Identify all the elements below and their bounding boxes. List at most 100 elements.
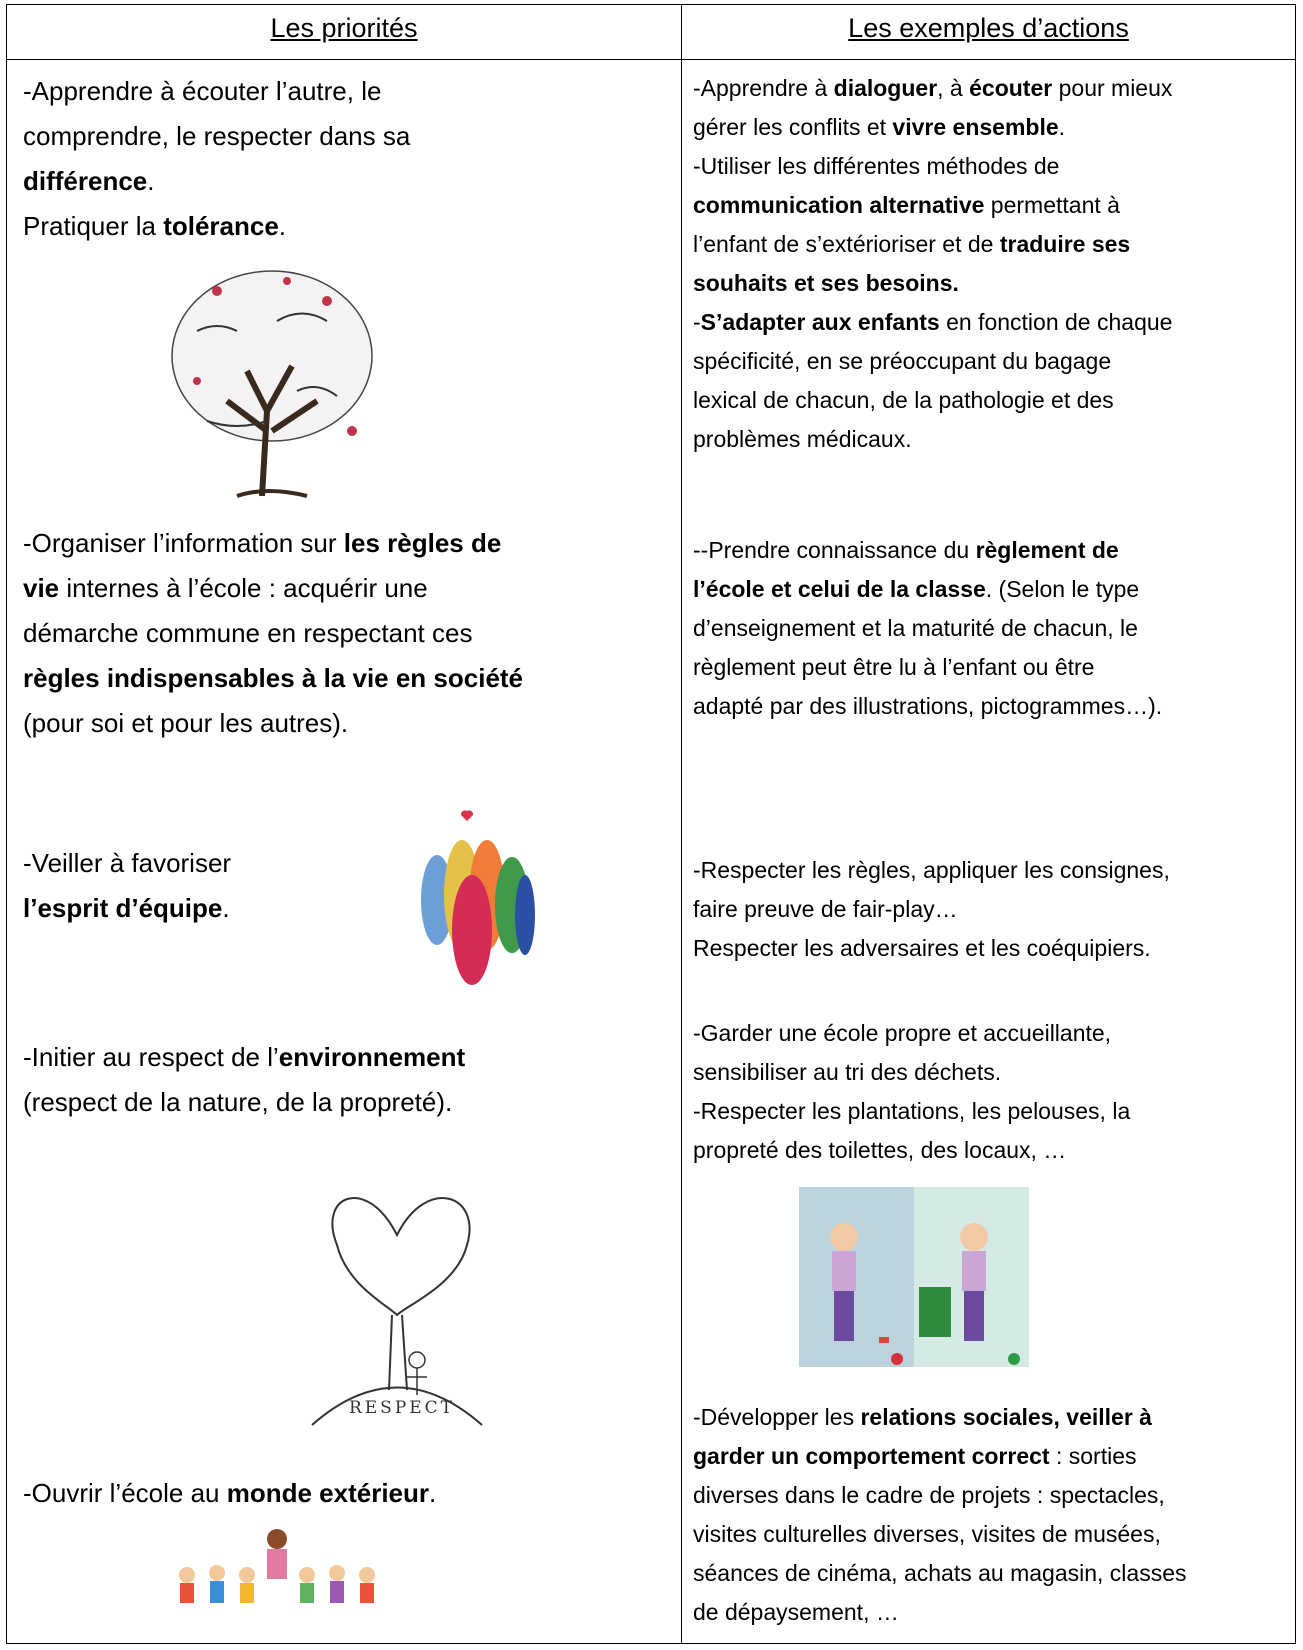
text-line: souhaits et ses besoins. <box>693 264 1172 303</box>
bold-text: règles indispensables à la vie en sociét… <box>23 663 524 693</box>
action-text: -Garder une école propre et accueillante… <box>693 1014 1130 1170</box>
text: comprendre, le respecter dans sa <box>23 121 411 151</box>
text-line: démarche commune en respectant ces <box>23 611 523 656</box>
text-line: diverses dans le cadre de projets : spec… <box>693 1476 1187 1515</box>
text-line: règles indispensables à la vie en sociét… <box>23 656 523 701</box>
text: -Apprendre à <box>693 75 834 101</box>
text-line: vie internes à l’école : acquérir une <box>23 566 523 611</box>
priority-text: -Ouvrir l’école au monde extérieur. <box>23 1471 436 1516</box>
text: -Développer les <box>693 1404 861 1430</box>
text: (pour soi et pour les autres). <box>23 708 349 738</box>
text: . <box>429 1478 437 1508</box>
text-line: -Apprendre à dialoguer, à écouter pour m… <box>693 69 1172 108</box>
text: Respecter les adversaires et les coéquip… <box>693 935 1151 961</box>
text-line: gérer les conflits et vivre ensemble. <box>693 108 1172 147</box>
text-line: d’enseignement et la maturité de chacun,… <box>693 609 1162 648</box>
tree-illustration <box>171 270 373 498</box>
text: -Veiller à favoriser <box>23 848 232 878</box>
text-line: différence. <box>23 159 410 204</box>
bold-text: l’école et celui de la classe <box>693 576 986 602</box>
text: adapté par des illustrations, pictogramm… <box>693 693 1163 719</box>
action-text: --Prendre connaissance du règlement de l’… <box>693 531 1162 726</box>
text: . <box>222 893 230 923</box>
bold-text: l’esprit d’équipe <box>23 893 223 923</box>
column-divider <box>681 5 682 1643</box>
image-caption: RESPECT <box>349 1398 455 1418</box>
bold-text: vivre ensemble <box>892 114 1059 140</box>
action-text: -Développer les relations sociales, veil… <box>693 1398 1187 1632</box>
text-line: adapté par des illustrations, pictogramm… <box>693 687 1162 726</box>
text-line: -Ouvrir l’école au monde extérieur. <box>23 1471 436 1516</box>
bold-text: écouter <box>969 75 1053 101</box>
text: séances de cinéma, achats au magasin, cl… <box>693 1560 1187 1586</box>
table: Les priorités Les exemples d’actions RES… <box>6 4 1296 1644</box>
text: sensibiliser au tri des déchets. <box>693 1059 1002 1085</box>
text-line: -Utiliser les différentes méthodes de <box>693 147 1172 186</box>
text: . (Selon le type <box>985 576 1140 602</box>
text: , à <box>937 75 970 101</box>
text: permettant à <box>984 192 1120 218</box>
text-line: spécificité, en se préoccupant du bagage <box>693 342 1172 381</box>
action-text: -Respecter les règles, appliquer les con… <box>693 851 1170 968</box>
text-line: -Respecter les règles, appliquer les con… <box>693 851 1170 890</box>
text-line: (respect de la nature, de la propreté). <box>23 1080 465 1125</box>
text: . <box>278 211 287 241</box>
text: : sorties <box>1049 1443 1137 1469</box>
text-line: comprendre, le respecter dans sa <box>23 114 410 159</box>
text: -Organiser l’information sur <box>23 528 344 558</box>
text-line: -Initier au respect de l’environnement <box>23 1035 465 1080</box>
bold-text: monde extérieur <box>226 1478 430 1508</box>
action-text: -Apprendre à dialoguer, à écouter pour m… <box>693 69 1172 459</box>
text: propreté des toilettes, des locaux, … <box>693 1137 1067 1163</box>
text: (respect de la nature, de la propreté). <box>23 1087 453 1117</box>
bold-text: garder un comportement correct <box>693 1443 1050 1469</box>
text-line: -Garder une école propre et accueillante… <box>693 1014 1130 1053</box>
text-line: l’enfant de s’extérioriser et de traduir… <box>693 225 1172 264</box>
text: règlement peut être lu à l’enfant ou êtr… <box>693 654 1095 680</box>
text-line: l’esprit d’équipe. <box>23 886 231 931</box>
column-header: Les exemples d’actions <box>848 13 1129 43</box>
text: démarche commune en respectant ces <box>23 618 473 648</box>
text: -Respecter les règles, appliquer les con… <box>693 857 1170 883</box>
bold-text: les règles de <box>343 528 502 558</box>
text: pour mieux <box>1052 75 1173 101</box>
text-line: -Développer les relations sociales, veil… <box>693 1398 1187 1437</box>
column-header: Les priorités <box>270 13 418 43</box>
text-line: séances de cinéma, achats au magasin, cl… <box>693 1554 1187 1593</box>
text: gérer les conflits et <box>693 114 893 140</box>
text: -Respecter les plantations, les pelouses… <box>693 1098 1131 1124</box>
text-line: faire preuve de fair-play… <box>693 890 1170 929</box>
bold-text: dialoguer <box>833 75 938 101</box>
text: -Garder une école propre et accueillante… <box>693 1020 1112 1046</box>
text: - <box>693 309 701 335</box>
text-line: -Apprendre à écouter l’autre, le <box>23 69 410 114</box>
text: visites culturelles diverses, visites de… <box>693 1521 1161 1547</box>
text-line: lexical de chacun, de la pathologie et d… <box>693 381 1172 420</box>
text-line: Respecter les adversaires et les coéquip… <box>693 929 1170 968</box>
text: -Utiliser les différentes méthodes de <box>693 153 1060 179</box>
bold-text: environnement <box>278 1042 466 1072</box>
text-line: propreté des toilettes, des locaux, … <box>693 1131 1130 1170</box>
text-line: garder un comportement correct : sorties <box>693 1437 1187 1476</box>
bold-text: vie <box>23 573 60 603</box>
bold-text: tolérance <box>163 211 279 241</box>
team-illustration <box>421 810 535 985</box>
priority-text: -Initier au respect de l’environnement (r… <box>23 1035 465 1125</box>
text-line: -S’adapter aux enfants en fonction de ch… <box>693 303 1172 342</box>
text-line: visites culturelles diverses, visites de… <box>693 1515 1187 1554</box>
text: lexical de chacun, de la pathologie et d… <box>693 387 1114 413</box>
text: . <box>147 166 155 196</box>
text: . <box>1058 114 1066 140</box>
bold-text: règlement de <box>975 537 1119 563</box>
children-illustration <box>179 1529 375 1603</box>
text: d’enseignement et la maturité de chacun,… <box>693 615 1138 641</box>
text-line: Pratiquer la tolérance. <box>23 204 410 249</box>
text: internes à l’école : acquérir une <box>59 573 428 603</box>
text: -Apprendre à écouter l’autre, le <box>23 76 382 106</box>
text-line: (pour soi et pour les autres). <box>23 701 523 746</box>
text-line: règlement peut être lu à l’enfant ou êtr… <box>693 648 1162 687</box>
text: -Ouvrir l’école au <box>23 1478 227 1508</box>
text: l’enfant de s’extérioriser et de <box>693 231 1000 257</box>
text: en fonction de chaque <box>939 309 1173 335</box>
